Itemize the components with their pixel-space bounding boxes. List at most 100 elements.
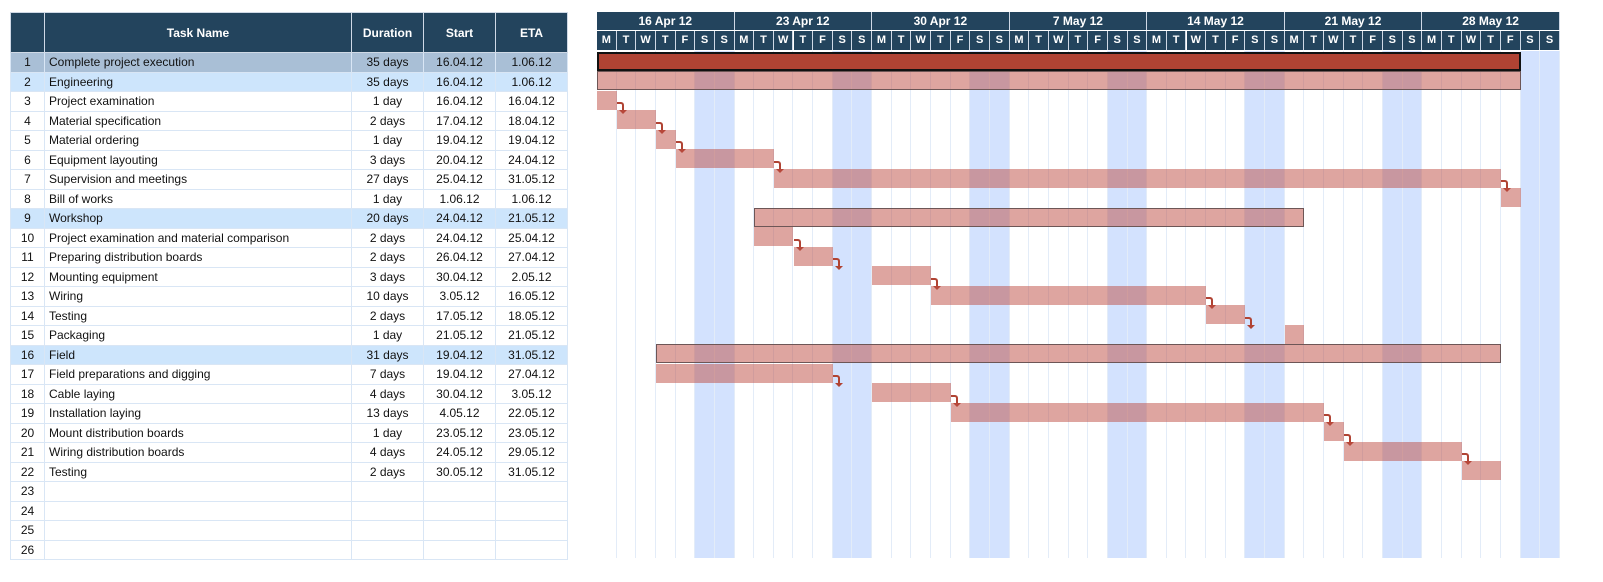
row-number[interactable]: 12 <box>10 266 45 287</box>
empty-cell[interactable] <box>495 500 568 521</box>
col-header-eta[interactable]: ETA <box>495 12 568 53</box>
task-duration[interactable]: 1 day <box>351 91 424 112</box>
task-start[interactable]: 30.05.12 <box>423 461 496 482</box>
row-number[interactable]: 15 <box>10 325 45 346</box>
task-eta[interactable]: 21.05.12 <box>495 325 568 346</box>
task-row[interactable]: 20 Mount distribution boards 1 day 23.05.12… <box>10 422 568 443</box>
task-row[interactable]: 6 Equipment layouting 3 days 20.04.12 24.04.… <box>10 149 568 170</box>
task-eta[interactable]: 25.04.12 <box>495 227 568 248</box>
row-number[interactable]: 23 <box>10 481 45 502</box>
task-name[interactable]: Material ordering <box>44 130 352 151</box>
task-start[interactable]: 19.04.12 <box>423 344 496 365</box>
task-row[interactable]: 10 Project examination and material compa… <box>10 227 568 248</box>
empty-cell[interactable] <box>495 520 568 541</box>
task-duration[interactable]: 10 days <box>351 286 424 307</box>
empty-cell[interactable] <box>423 481 496 502</box>
task-duration[interactable]: 20 days <box>351 208 424 229</box>
empty-row[interactable]: 24 <box>10 500 568 521</box>
task-start[interactable]: 16.04.12 <box>423 52 496 73</box>
row-number[interactable]: 1 <box>10 52 45 73</box>
task-duration[interactable]: 1 day <box>351 325 424 346</box>
row-number[interactable]: 21 <box>10 442 45 463</box>
task-name[interactable]: Bill of works <box>44 188 352 209</box>
task-eta[interactable]: 19.04.12 <box>495 130 568 151</box>
task-name[interactable]: Supervision and meetings <box>44 169 352 190</box>
task-start[interactable]: 17.05.12 <box>423 305 496 326</box>
empty-cell[interactable] <box>423 520 496 541</box>
task-name[interactable]: Installation laying <box>44 403 352 424</box>
task-start[interactable]: 24.04.12 <box>423 208 496 229</box>
task-row[interactable]: 7 Supervision and meetings 27 days 25.04.12… <box>10 169 568 190</box>
task-start[interactable]: 17.04.12 <box>423 110 496 131</box>
col-header-duration[interactable]: Duration <box>351 12 424 53</box>
empty-cell[interactable] <box>423 539 496 560</box>
task-row[interactable]: 15 Packaging 1 day 21.05.12 21.05.12 <box>10 325 568 346</box>
empty-cell[interactable] <box>351 520 424 541</box>
row-number[interactable]: 3 <box>10 91 45 112</box>
row-number[interactable]: 16 <box>10 344 45 365</box>
task-start[interactable]: 30.04.12 <box>423 266 496 287</box>
task-duration[interactable]: 35 days <box>351 52 424 73</box>
task-name[interactable]: Project examination <box>44 91 352 112</box>
task-duration[interactable]: 4 days <box>351 442 424 463</box>
task-row[interactable]: 3 Project examination 1 day 16.04.12 16.04.1… <box>10 91 568 112</box>
empty-cell[interactable] <box>495 481 568 502</box>
row-number[interactable]: 2 <box>10 71 45 92</box>
task-duration[interactable]: 2 days <box>351 110 424 131</box>
empty-cell[interactable] <box>44 500 352 521</box>
task-start[interactable]: 24.05.12 <box>423 442 496 463</box>
empty-row[interactable]: 23 <box>10 481 568 502</box>
task-duration[interactable]: 7 days <box>351 364 424 385</box>
task-duration[interactable]: 2 days <box>351 461 424 482</box>
task-row[interactable]: 8 Bill of works 1 day 1.06.12 1.06.12 <box>10 188 568 209</box>
task-eta[interactable]: 27.04.12 <box>495 364 568 385</box>
task-eta[interactable]: 31.05.12 <box>495 344 568 365</box>
task-duration[interactable]: 31 days <box>351 344 424 365</box>
task-name[interactable]: Wiring <box>44 286 352 307</box>
task-eta[interactable]: 29.05.12 <box>495 442 568 463</box>
task-row[interactable]: 22 Testing 2 days 30.05.12 31.05.12 <box>10 461 568 482</box>
task-name[interactable]: Field <box>44 344 352 365</box>
task-eta[interactable]: 18.04.12 <box>495 110 568 131</box>
row-number[interactable]: 26 <box>10 539 45 560</box>
task-start[interactable]: 16.04.12 <box>423 71 496 92</box>
task-eta[interactable]: 22.05.12 <box>495 403 568 424</box>
task-start[interactable]: 25.04.12 <box>423 169 496 190</box>
empty-row[interactable]: 26 <box>10 539 568 560</box>
task-row[interactable]: 14 Testing 2 days 17.05.12 18.05.12 <box>10 305 568 326</box>
task-name[interactable]: Workshop <box>44 208 352 229</box>
row-number[interactable]: 24 <box>10 500 45 521</box>
task-eta[interactable]: 2.05.12 <box>495 266 568 287</box>
task-row[interactable]: 11 Preparing distribution boards 2 days 26.… <box>10 247 568 268</box>
task-duration[interactable]: 27 days <box>351 169 424 190</box>
task-eta[interactable]: 1.06.12 <box>495 71 568 92</box>
row-number[interactable]: 10 <box>10 227 45 248</box>
row-number[interactable]: 4 <box>10 110 45 131</box>
task-name[interactable]: Project examination and material compari… <box>44 227 352 248</box>
task-name[interactable]: Packaging <box>44 325 352 346</box>
task-name[interactable]: Testing <box>44 461 352 482</box>
task-row[interactable]: 19 Installation laying 13 days 4.05.12 22.05… <box>10 403 568 424</box>
task-duration[interactable]: 4 days <box>351 383 424 404</box>
task-name[interactable]: Wiring distribution boards <box>44 442 352 463</box>
task-duration[interactable]: 1 day <box>351 422 424 443</box>
task-name[interactable]: Mount distribution boards <box>44 422 352 443</box>
empty-cell[interactable] <box>351 481 424 502</box>
empty-cell[interactable] <box>351 539 424 560</box>
task-start[interactable]: 19.04.12 <box>423 364 496 385</box>
task-start[interactable]: 4.05.12 <box>423 403 496 424</box>
task-name[interactable]: Engineering <box>44 71 352 92</box>
task-eta[interactable]: 21.05.12 <box>495 208 568 229</box>
col-header-start[interactable]: Start <box>423 12 496 53</box>
task-start[interactable]: 3.05.12 <box>423 286 496 307</box>
task-row[interactable]: 9 Workshop 20 days 24.04.12 21.05.12 <box>10 208 568 229</box>
row-number[interactable]: 22 <box>10 461 45 482</box>
row-number[interactable]: 19 <box>10 403 45 424</box>
empty-row[interactable]: 25 <box>10 520 568 541</box>
task-eta[interactable]: 16.05.12 <box>495 286 568 307</box>
task-eta[interactable]: 27.04.12 <box>495 247 568 268</box>
task-duration[interactable]: 2 days <box>351 247 424 268</box>
task-row[interactable]: 2 Engineering 35 days 16.04.12 1.06.12 <box>10 71 568 92</box>
task-start[interactable]: 30.04.12 <box>423 383 496 404</box>
row-number[interactable]: 9 <box>10 208 45 229</box>
